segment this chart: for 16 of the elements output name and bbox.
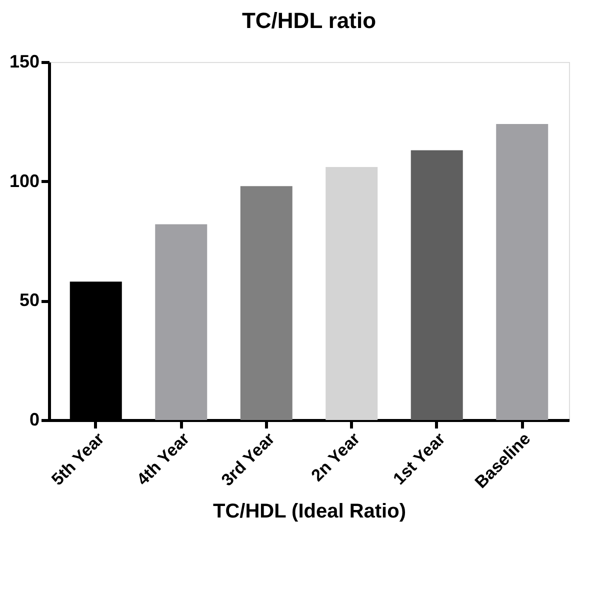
y-tick-label: 100	[9, 170, 40, 191]
bar	[155, 224, 208, 420]
y-tick-label: 150	[9, 52, 40, 72]
x-tick-label: 3rd Year	[218, 428, 279, 490]
bar	[410, 150, 463, 420]
x-tick-label: 2n Year	[308, 428, 364, 486]
bar	[496, 124, 548, 420]
bar	[326, 167, 378, 420]
x-axis-title: TC/HDL (Ideal Ratio)	[213, 500, 406, 522]
bar	[240, 186, 292, 420]
chart-title: TC/HDL ratio	[242, 8, 376, 33]
y-tick-label: 50	[19, 290, 40, 310]
y-tick-label: 0	[29, 410, 40, 430]
x-tick-label: 4th Year	[133, 428, 194, 490]
x-tick-label: 1st Year	[390, 428, 450, 488]
x-tick-label: 5th Year	[48, 428, 108, 490]
